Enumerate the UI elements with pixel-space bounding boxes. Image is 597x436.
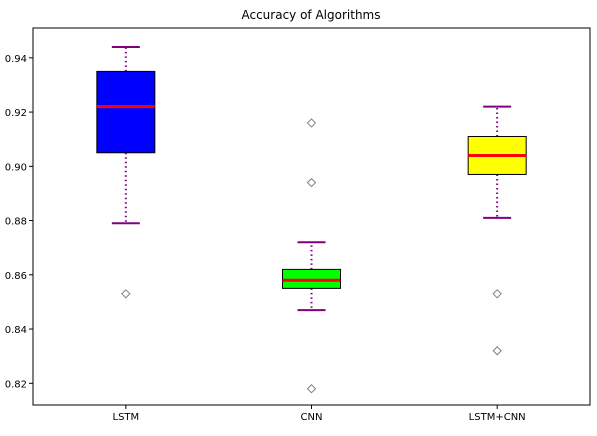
box-group-0 [96, 45, 156, 299]
x-tick-label-1: CNN [301, 412, 323, 423]
y-tick-label-1: 0.84 [5, 325, 27, 336]
box-group-1 [282, 118, 341, 394]
plot-frame [32, 27, 591, 406]
outlier-0-0 [121, 289, 131, 299]
box-group-2 [467, 105, 527, 356]
y-tick-label-2: 0.86 [5, 271, 27, 282]
y-tick-label-5: 0.92 [5, 108, 27, 119]
y-tick-label-0: 0.82 [5, 379, 27, 390]
plot-area [96, 45, 527, 394]
outlier-2-1 [492, 346, 502, 356]
axes: 0.82 0.84 0.86 0.88 0.90 0.92 0.94 LSTM CNN LSTM+… [5, 54, 526, 423]
x-tick-label-0: LSTM [113, 412, 140, 423]
y-tick-label-6: 0.94 [5, 54, 27, 65]
y-tick-label-3: 0.88 [5, 217, 27, 228]
box-0 [96, 70, 156, 154]
outlier-1-1 [306, 177, 317, 188]
y-tick-label-4: 0.90 [5, 162, 27, 173]
chart-title: Accuracy of Algorithms [241, 8, 380, 22]
outlier-1-2 [306, 384, 317, 394]
outlier-1-0 [306, 118, 317, 128]
outlier-2-0 [492, 289, 502, 299]
x-tick-label-2: LSTM+CNN [469, 412, 526, 423]
